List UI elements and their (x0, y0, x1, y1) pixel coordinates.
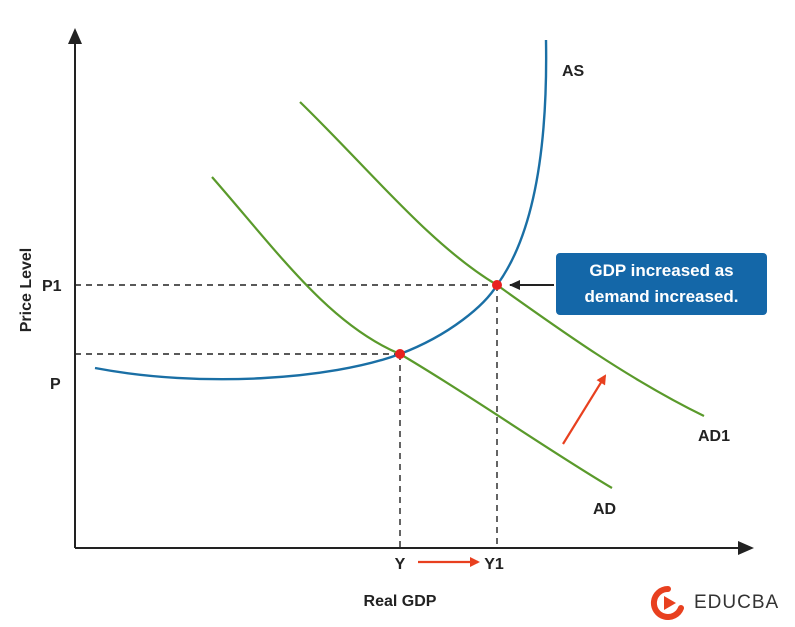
x-axis-arrowhead (738, 541, 754, 555)
x-axis-label: Real GDP (364, 593, 437, 610)
price-label-p1: P1 (42, 278, 62, 295)
as-curve (94, 39, 548, 381)
equilibrium-point-new (492, 280, 502, 290)
as-curve-label: AS (562, 63, 585, 80)
ad-curve (211, 176, 613, 489)
y-axis-arrowhead (68, 28, 82, 44)
demand-shift-arrow (562, 374, 607, 445)
output-label-y1: Y1 (484, 556, 504, 573)
output-label-y: Y (395, 556, 406, 573)
callout-box: GDP increased as demand increased. (556, 253, 767, 315)
educba-play-logo-icon (650, 586, 684, 620)
ad-curve-label: AD (593, 501, 616, 518)
callout-line-2: demand increased. (584, 287, 739, 306)
callout-line-1: GDP increased as (589, 261, 734, 280)
equilibrium-point-initial (395, 349, 405, 359)
price-label-p: P (50, 376, 61, 393)
brand-name: EDUCBA (694, 592, 780, 613)
y-axis-label: Price Level (18, 248, 35, 333)
educba-logo: EDUCBA (650, 586, 779, 620)
ad1-curve-label: AD1 (698, 428, 730, 445)
